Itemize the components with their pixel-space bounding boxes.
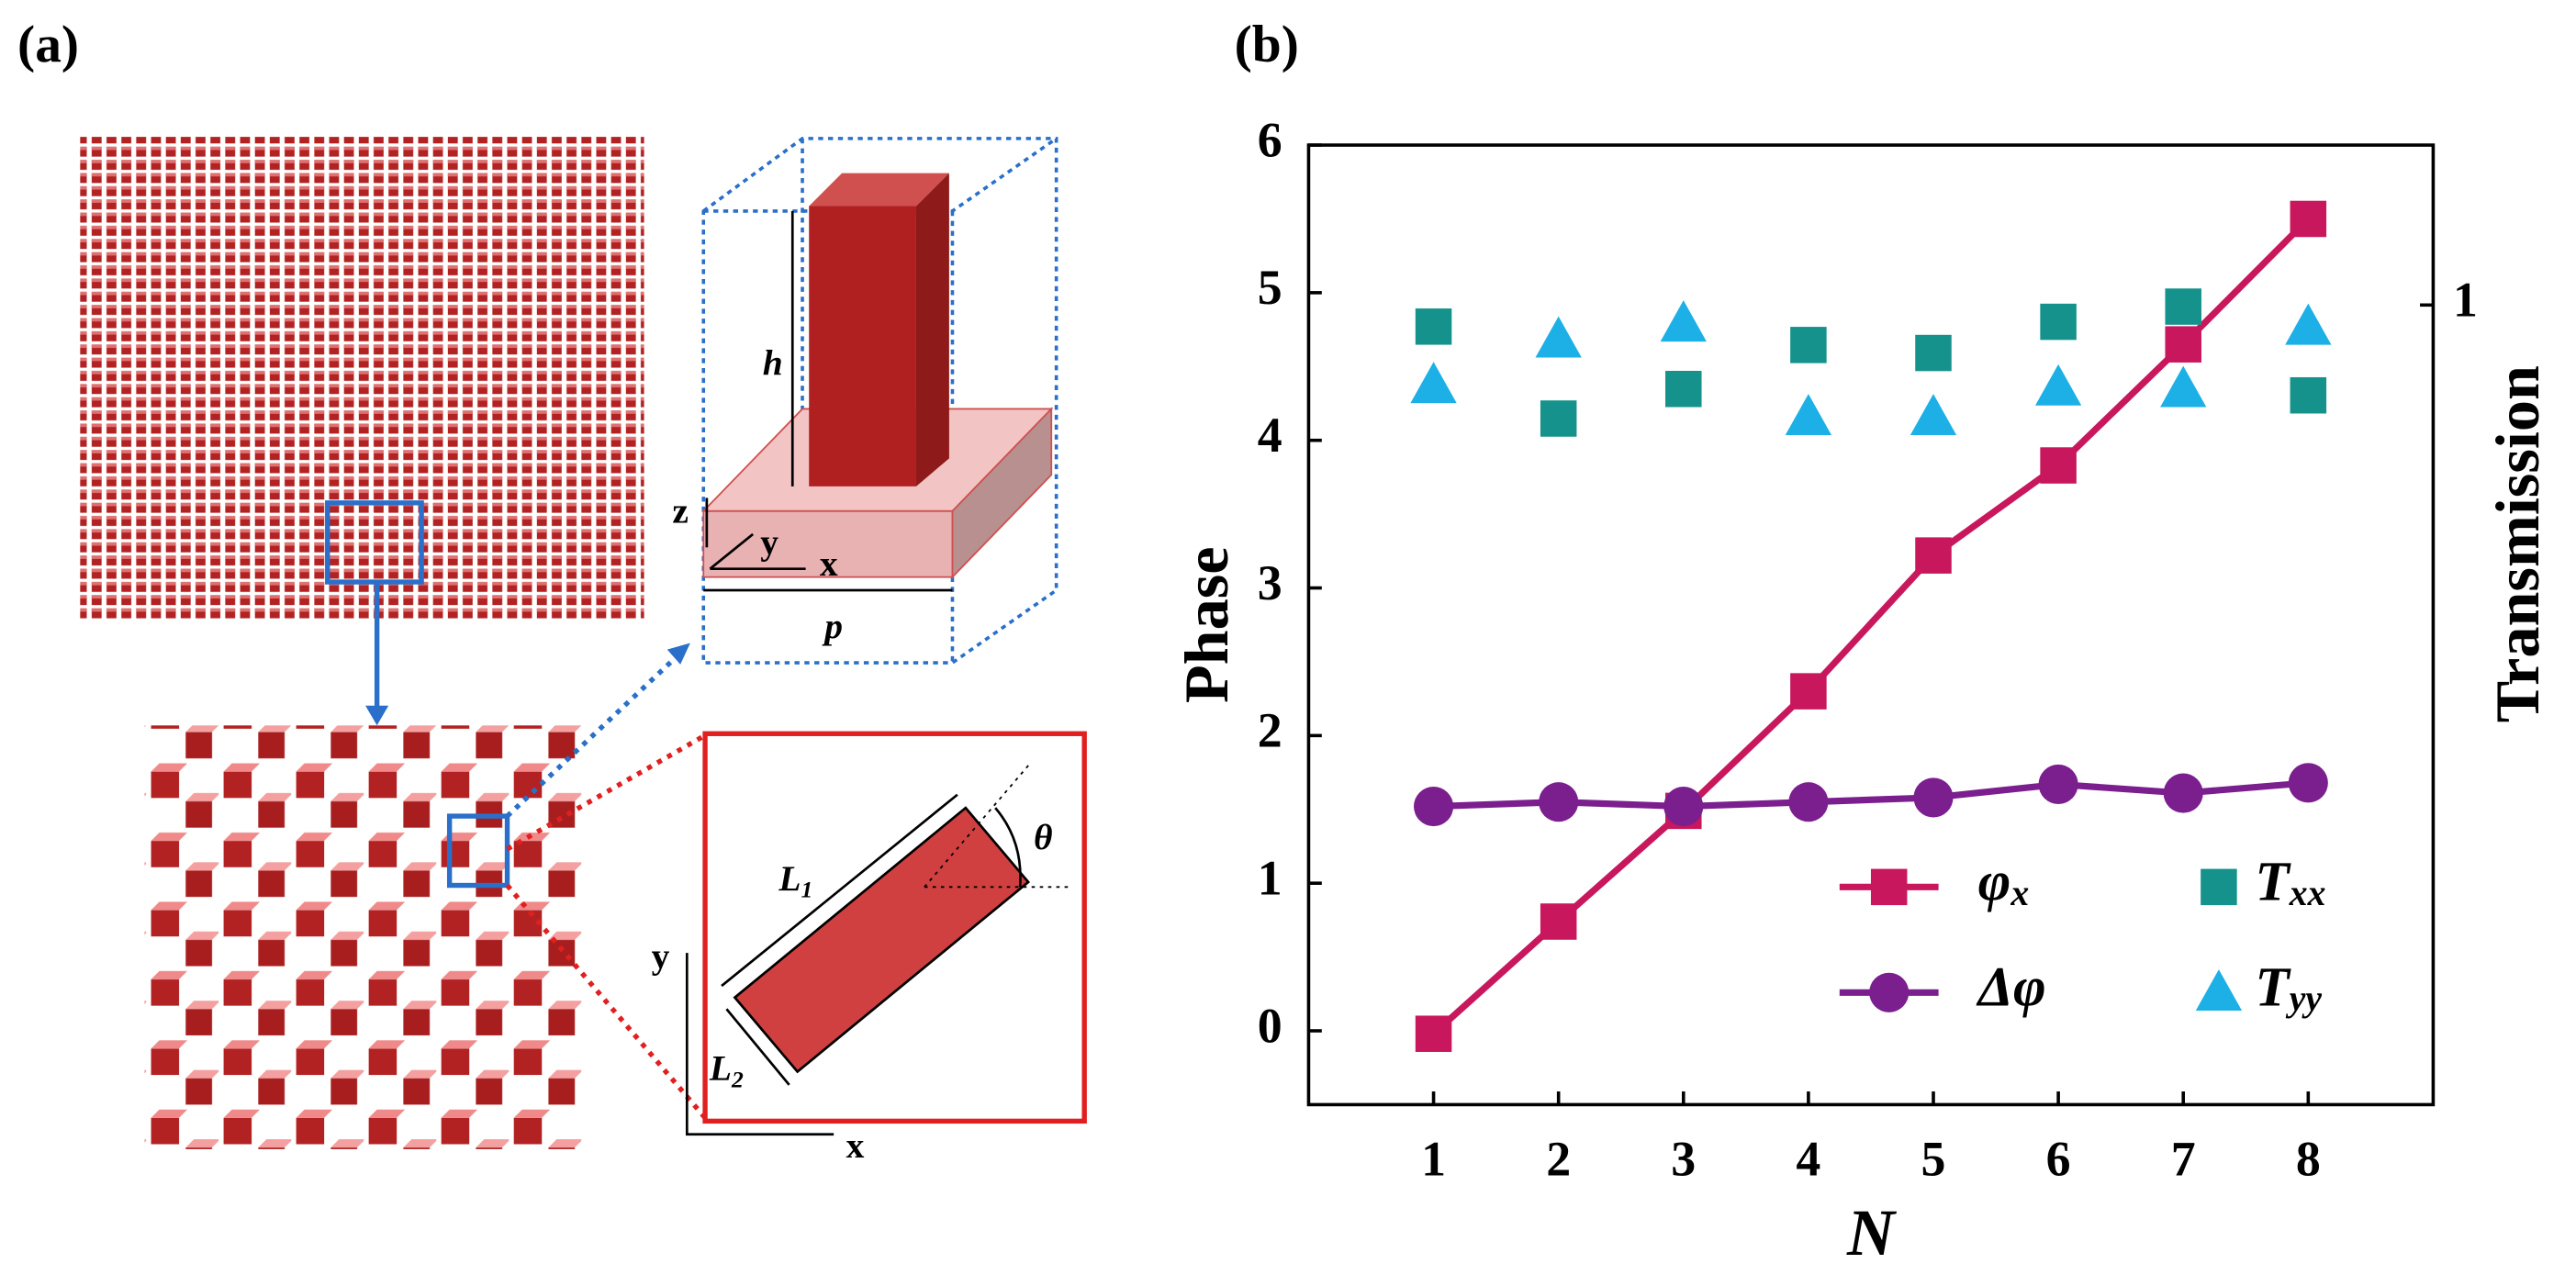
data-point [1535, 316, 1582, 358]
data-point [2285, 303, 2332, 345]
pillar-side [915, 173, 949, 486]
arrow-head [666, 643, 690, 665]
data-point [2038, 764, 2078, 804]
diagram-label: y [760, 522, 778, 563]
x-tick-label: 6 [2046, 1131, 2071, 1186]
legend-marker [1870, 868, 1908, 906]
y-tick-label: 0 [1258, 998, 1282, 1053]
data-point [1415, 1015, 1452, 1052]
series-line [1433, 779, 2309, 811]
y-tick-label: 3 [1258, 555, 1282, 610]
data-point [1540, 903, 1577, 940]
axes [685, 953, 834, 1136]
data-point [2160, 365, 2207, 408]
data-point [1540, 400, 1577, 437]
legend-marker [2201, 868, 2237, 906]
diagram-label: p [822, 606, 843, 646]
dotted-link [506, 732, 707, 852]
data-point [1414, 787, 1454, 827]
legend-label: Txx [2255, 851, 2325, 913]
angle-arc [994, 807, 1022, 888]
red-frame [702, 731, 1087, 1124]
data-point [1913, 777, 1954, 818]
arrow-head [365, 705, 389, 726]
legend-label: Tyy [2255, 956, 2322, 1019]
metasurface-image [80, 137, 644, 621]
pillar-front [809, 206, 916, 486]
data-point [1410, 362, 1457, 404]
data-point [1910, 394, 1957, 436]
data-point [1785, 394, 1832, 436]
data-point [1788, 782, 1829, 822]
substrate-side [951, 407, 1053, 579]
y-tick-label: 2 [1258, 703, 1282, 758]
data-point [1665, 370, 1702, 408]
guide-line [924, 761, 1033, 888]
y-tick-label: 6 [1258, 112, 1282, 167]
legend-label: φx [1978, 851, 2030, 913]
data-point [1663, 787, 1704, 827]
data-point [1539, 782, 1579, 822]
y2-tick-label: 1 [2453, 273, 2478, 328]
data-point [2290, 376, 2327, 414]
diagram-label: L1 [778, 858, 812, 903]
diagram-label: y [652, 935, 670, 976]
x-axis-label: N [1846, 1196, 1898, 1269]
data-point [2290, 200, 2327, 238]
data-point [2288, 763, 2328, 803]
data-point [1915, 334, 1952, 372]
data-point [1660, 300, 1707, 342]
x-tick-label: 7 [2171, 1131, 2196, 1186]
data-point [2040, 303, 2077, 341]
x-tick-label: 4 [1796, 1131, 1820, 1186]
x-tick-label: 8 [2296, 1131, 2321, 1186]
axis-arrow [709, 532, 754, 570]
y-tick-label: 4 [1258, 408, 1282, 463]
y-axis-label: Phase [1171, 546, 1241, 703]
y2-axis-label: Transmission [2482, 365, 2552, 722]
panel-label: (b) [1235, 16, 1299, 73]
legend-marker [2195, 969, 2243, 1012]
data-point [2165, 326, 2201, 363]
diagram-label: z [672, 490, 689, 531]
x-tick-label: 5 [1921, 1131, 1946, 1186]
diagram-label: θ [1034, 817, 1053, 857]
x-tick-label: 2 [1546, 1131, 1571, 1186]
data-point [1790, 673, 1827, 710]
y-tick-label: 5 [1258, 260, 1282, 315]
diagram-label: h [763, 342, 783, 383]
data-point [2034, 363, 2082, 406]
x-tick-label: 1 [1421, 1131, 1446, 1186]
legend-marker [1869, 972, 1910, 1012]
data-point [2163, 773, 2203, 813]
y-tick-label: 1 [1258, 851, 1282, 906]
zoom-box [446, 813, 510, 889]
legend-label: Δφ [1976, 956, 2046, 1018]
zoom-image [144, 725, 582, 1149]
data-point [2165, 288, 2201, 325]
diagram-label: L2 [709, 1048, 744, 1093]
dimension-line [725, 1008, 790, 1086]
series-line [1431, 216, 2311, 1036]
data-point [1915, 537, 1952, 574]
dotted-link [505, 883, 708, 1120]
nanofin [733, 806, 1031, 1074]
dotted-link [505, 654, 679, 819]
pillar-top [809, 173, 949, 207]
x-tick-label: 3 [1671, 1131, 1696, 1186]
panel-label: (a) [17, 16, 79, 73]
diagram-label: x [846, 1125, 865, 1166]
dimension-line [721, 793, 958, 988]
data-point [1415, 308, 1452, 345]
data-point [2040, 447, 2077, 484]
data-point [1790, 327, 1827, 363]
diagram-label: x [820, 543, 838, 584]
plot-frame [1306, 143, 2436, 1107]
